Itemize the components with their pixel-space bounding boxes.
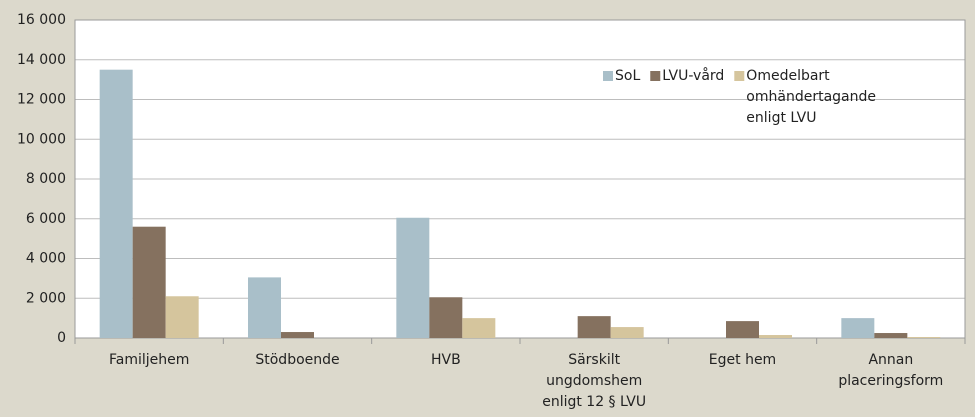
- x-tick-label: Annan placeringsform: [838, 352, 943, 389]
- y-tick-label: 6 000: [26, 211, 66, 227]
- bar: [165, 296, 199, 338]
- bar: [248, 277, 281, 338]
- bar: [577, 316, 611, 338]
- y-tick-label: 0: [57, 330, 66, 346]
- legend-swatch: [734, 71, 745, 81]
- bar: [132, 226, 166, 338]
- x-tick-label: Familjehem: [109, 352, 189, 368]
- y-tick-label: 12 000: [17, 92, 66, 108]
- y-tick-label: 2 000: [26, 290, 66, 306]
- y-tick-label: 14 000: [17, 52, 66, 68]
- bar: [281, 332, 314, 338]
- x-tick-label: Eget hem: [709, 352, 776, 368]
- x-tick-label: Stödboende: [255, 352, 339, 368]
- bar: [429, 297, 463, 338]
- legend-label: Omedelbart omhändertagande enligt LVU: [746, 68, 876, 126]
- bar: [874, 333, 908, 338]
- bar: [759, 335, 792, 338]
- y-tick-label: 10 000: [17, 131, 66, 147]
- bar: [462, 318, 496, 338]
- y-tick-label: 8 000: [26, 171, 66, 187]
- legend-label: LVU-vård: [662, 67, 724, 84]
- bar: [396, 217, 430, 338]
- x-tick-label: Särskilt ungdomshem enligt 12 § LVU: [542, 352, 646, 410]
- bar: [610, 327, 644, 338]
- y-tick-label: 16 000: [17, 12, 66, 28]
- bar: [907, 337, 941, 338]
- bar: [841, 318, 875, 338]
- y-tick-label: 4 000: [26, 251, 66, 267]
- legend-swatch: [650, 71, 661, 81]
- legend-swatch: [603, 71, 613, 81]
- x-tick-label: HVB: [431, 352, 461, 368]
- bar: [726, 321, 759, 338]
- bar: [99, 69, 133, 338]
- legend-label: SoL: [615, 68, 640, 84]
